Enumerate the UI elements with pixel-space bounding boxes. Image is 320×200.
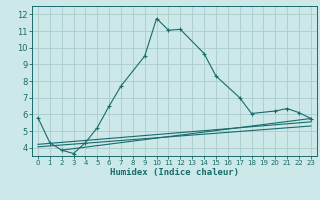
X-axis label: Humidex (Indice chaleur): Humidex (Indice chaleur) bbox=[110, 168, 239, 177]
